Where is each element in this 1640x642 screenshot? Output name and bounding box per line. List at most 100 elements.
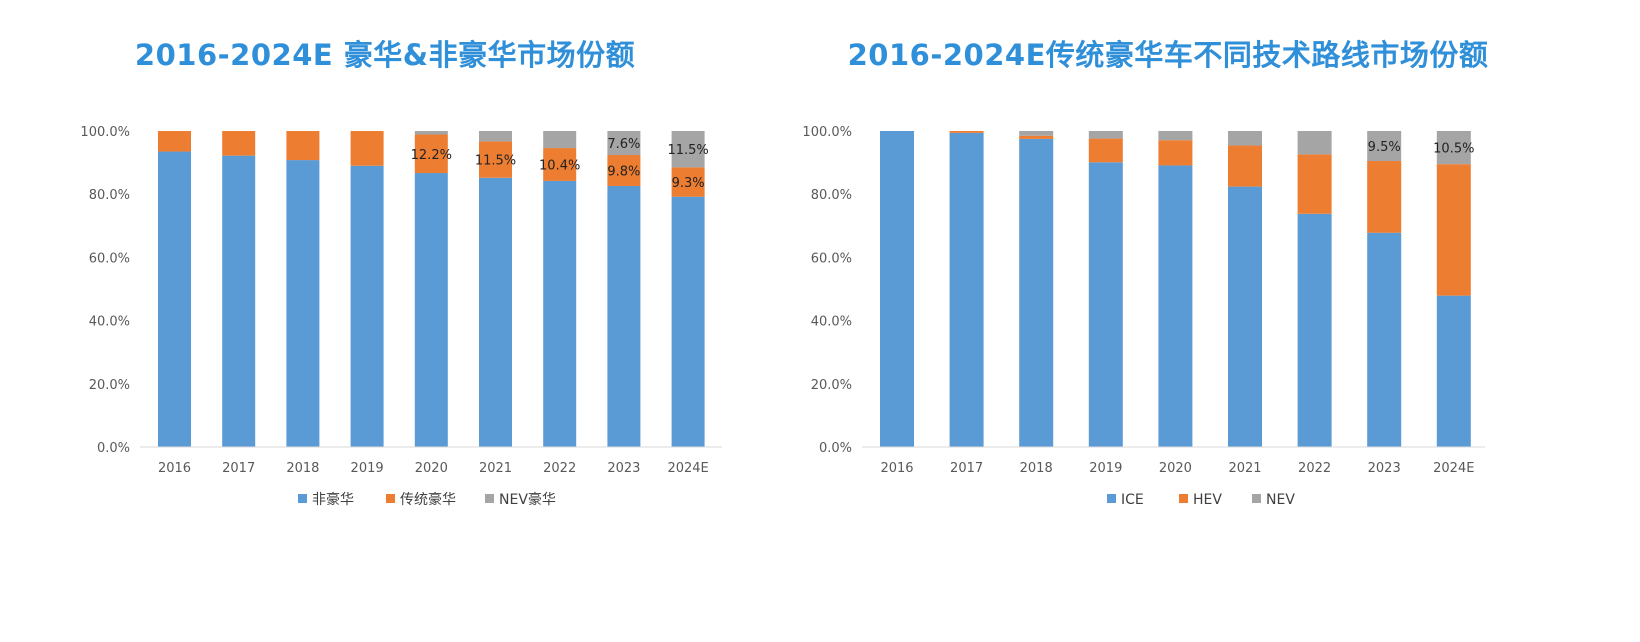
data-label: 9.8% xyxy=(607,165,640,180)
bar-segment xyxy=(543,148,577,181)
y-tick-label: 100.0% xyxy=(80,125,130,140)
bar-segment xyxy=(479,141,512,178)
legend-swatch xyxy=(1252,494,1261,503)
bar-segment xyxy=(1297,213,1332,447)
bar-segment xyxy=(1367,131,1402,162)
bar-segment xyxy=(880,131,914,447)
y-tick-label: 0.0% xyxy=(819,441,852,456)
bar-segment xyxy=(1228,186,1262,447)
x-tick-label: 2019 xyxy=(1089,461,1122,476)
bar-segment xyxy=(1158,165,1193,447)
bar-segment xyxy=(158,151,191,448)
legend-label: 传统豪华 xyxy=(400,492,456,508)
bar-segment xyxy=(671,196,705,447)
x-tick-label: 2016 xyxy=(880,461,913,476)
bar-segment xyxy=(158,131,191,152)
bar-segment xyxy=(1088,138,1123,163)
x-tick-label: 2021 xyxy=(479,461,512,476)
bar-segment xyxy=(1088,162,1123,447)
data-label: 9.3% xyxy=(672,176,705,191)
bar-segment xyxy=(671,131,705,168)
y-tick-label: 40.0% xyxy=(811,315,852,330)
y-tick-label: 40.0% xyxy=(89,315,130,330)
bar-segment xyxy=(1436,164,1471,296)
bar-segment xyxy=(1158,131,1193,141)
y-tick-label: 20.0% xyxy=(811,378,852,393)
legend-swatch xyxy=(298,494,307,503)
x-tick-label: 2022 xyxy=(543,461,576,476)
bar-segment xyxy=(1436,295,1471,447)
legend-label: NEV xyxy=(1266,492,1295,508)
bar-segment xyxy=(414,173,448,447)
y-tick-label: 20.0% xyxy=(89,378,130,393)
x-tick-label: 2020 xyxy=(1159,461,1192,476)
bar-segment xyxy=(543,180,577,448)
y-tick-label: 80.0% xyxy=(89,188,130,203)
bar-segment xyxy=(1019,135,1054,139)
x-tick-label: 2023 xyxy=(1368,461,1401,476)
x-tick-label: 2022 xyxy=(1298,461,1331,476)
x-tick-label: 2018 xyxy=(1020,461,1053,476)
bar-segment xyxy=(414,134,448,174)
data-label: 9.5% xyxy=(1368,140,1401,155)
bar-segment xyxy=(607,155,641,186)
x-tick-label: 2019 xyxy=(351,461,384,476)
right-chart: 0.0% 20.0% 40.0% 60.0% 80.0% 100.0% 2016 2017 20… xyxy=(802,125,1485,508)
bar-segment xyxy=(1297,154,1332,214)
bar-segment xyxy=(1436,131,1471,165)
data-label: 7.6% xyxy=(607,137,640,152)
bar-segment xyxy=(222,155,256,447)
x-tick-label: 2016 xyxy=(158,461,191,476)
bar-segment xyxy=(1228,131,1262,146)
bar-segment xyxy=(1019,131,1054,136)
bar-segment xyxy=(222,131,256,156)
legend-label: 非豪华 xyxy=(312,492,354,508)
bar-segment xyxy=(1297,131,1332,155)
data-label: 11.5% xyxy=(475,154,516,169)
data-label: 10.4% xyxy=(539,158,580,173)
bar-segment xyxy=(607,131,641,156)
bar-segment xyxy=(1088,131,1123,139)
bar-segment xyxy=(543,131,577,149)
bar-segment xyxy=(1367,161,1402,233)
legend-label: ICE xyxy=(1121,492,1144,508)
legend-swatch xyxy=(386,494,395,503)
y-tick-label: 60.0% xyxy=(89,251,130,266)
legend-swatch xyxy=(1179,494,1188,503)
y-tick-label: 0.0% xyxy=(97,441,130,456)
bar-segment xyxy=(949,131,984,133)
bar-segment xyxy=(949,132,984,447)
y-tick-label: 100.0% xyxy=(802,125,852,140)
left-chart-title: 2016-2024E 豪华&非豪华市场份额 xyxy=(134,38,636,72)
x-tick-label: 2020 xyxy=(415,461,448,476)
bar-segment xyxy=(1158,140,1193,166)
data-label: 10.5% xyxy=(1433,142,1474,157)
y-tick-label: 60.0% xyxy=(811,251,852,266)
legend-swatch xyxy=(485,494,494,503)
legend-label: NEV豪华 xyxy=(499,492,556,508)
x-tick-label: 2021 xyxy=(1228,461,1261,476)
data-label: 11.5% xyxy=(667,143,708,158)
bar-segment xyxy=(286,131,320,161)
x-tick-label: 2017 xyxy=(222,461,255,476)
bar-segment xyxy=(479,177,512,447)
bar-segment xyxy=(671,167,705,197)
x-tick-label: 2017 xyxy=(950,461,983,476)
left-chart: 0.0% 20.0% 40.0% 60.0% 80.0% 100.0% 2016 2017 20… xyxy=(80,125,722,508)
x-tick-label: 2024E xyxy=(667,461,708,476)
bar-segment xyxy=(479,131,512,142)
bar-segment xyxy=(350,131,384,166)
x-tick-label: 2023 xyxy=(607,461,640,476)
bar-segment xyxy=(414,131,448,135)
legend-label: HEV xyxy=(1193,492,1222,508)
y-tick-label: 80.0% xyxy=(811,188,852,203)
right-chart-title: 2016-2024E传统豪华车不同技术路线市场份额 xyxy=(847,38,1489,72)
bar-segment xyxy=(1019,138,1054,447)
data-label: 12.2% xyxy=(411,148,452,163)
bar-segment xyxy=(286,160,320,447)
x-tick-label: 2018 xyxy=(286,461,319,476)
legend-swatch xyxy=(1107,494,1116,503)
bar-segment xyxy=(1367,232,1402,447)
bar-segment xyxy=(607,185,641,447)
